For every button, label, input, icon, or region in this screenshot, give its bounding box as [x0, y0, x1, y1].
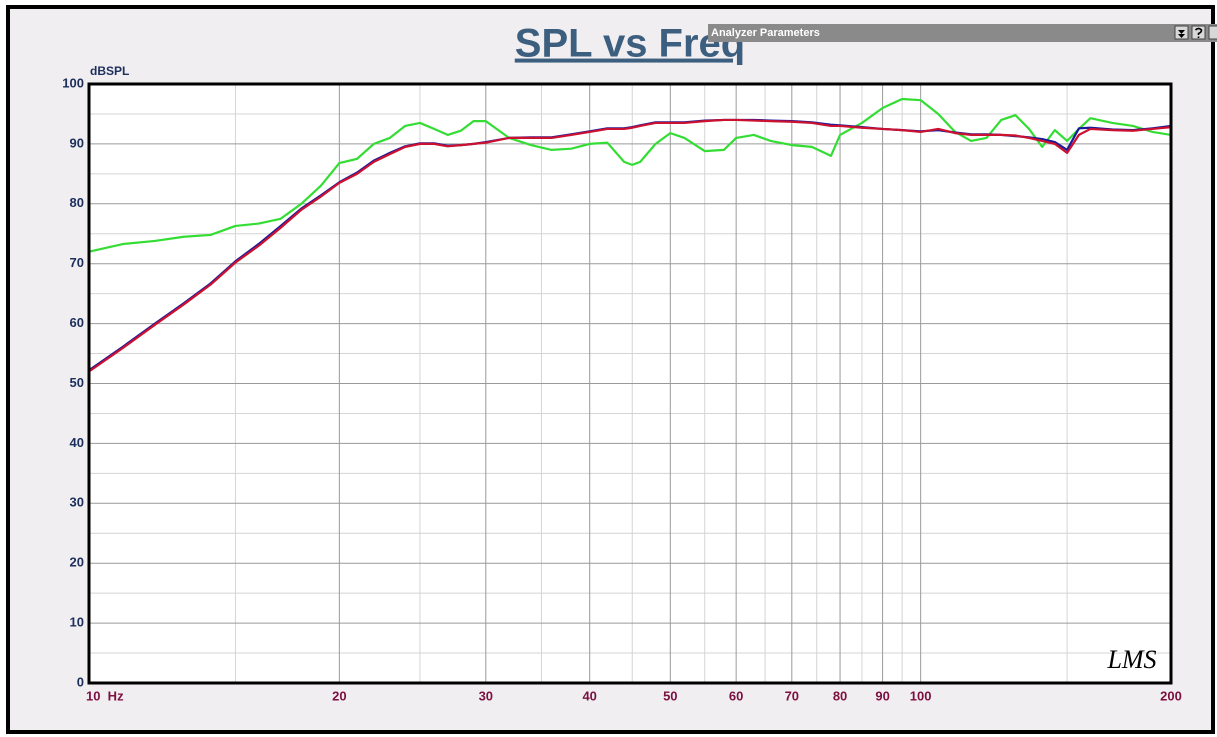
dropdown-icon [1178, 30, 1185, 38]
x-tick-label: 40 [582, 688, 596, 703]
panel-titlebar[interactable]: Analyzer Parameters [708, 24, 1217, 42]
x-tick-label: 90 [875, 688, 889, 703]
x-tick-label: 200 [1160, 688, 1182, 703]
close-button[interactable] [1208, 25, 1217, 40]
x-tick-label: 70 [785, 688, 799, 703]
y-tick-label: 100 [62, 75, 84, 90]
y-tick-label: 90 [70, 135, 84, 150]
chart-title: SPL vs Freq [515, 22, 745, 66]
x-tick-label: 50 [663, 688, 677, 703]
x-tick-label: 100 [910, 688, 932, 703]
y-axis-label: dBSPL [90, 64, 129, 78]
y-tick-label: 0 [77, 674, 84, 689]
x-tick-label: 30 [479, 688, 493, 703]
logo: LMS [1106, 645, 1156, 674]
y-tick-label: 70 [70, 255, 84, 270]
y-tick-label: 50 [70, 375, 84, 390]
series-line [88, 97, 1172, 253]
plot-border [87, 82, 1173, 685]
x-tick-label: 60 [729, 688, 743, 703]
y-tick-label: 30 [70, 495, 84, 510]
y-tick-label: 80 [70, 195, 84, 210]
panel-bar [708, 24, 1217, 42]
x-tick-label: 20 [332, 688, 346, 703]
y-tick-label: 40 [70, 435, 84, 450]
grid [88, 83, 1172, 684]
lines [88, 97, 1172, 373]
panel-title: Analyzer Parameters [711, 27, 820, 39]
y-tick-label: 60 [70, 315, 84, 330]
series-line [88, 118, 1172, 373]
y-tick-label: 20 [70, 555, 84, 570]
x-tick-label: 80 [833, 688, 847, 703]
x-tick-label: 10 Hz [86, 688, 124, 703]
y-tick-label: 10 [70, 615, 84, 630]
help-icon [1194, 27, 1203, 38]
